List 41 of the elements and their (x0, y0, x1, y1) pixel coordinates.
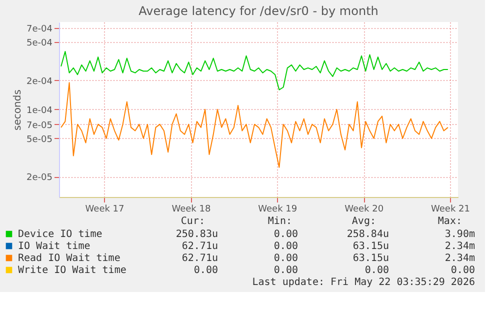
x-tick-label: Week 20 (344, 204, 384, 214)
y-tick-label: 2e-04 (26, 76, 53, 87)
legend-label: Write IO Wait time (18, 265, 126, 276)
y-tick-label: 5e-04 (26, 38, 53, 49)
text: 63.15u (352, 253, 389, 264)
text: 62.71u (182, 253, 218, 264)
text: 0.00 (194, 265, 218, 276)
legend-label: Read IO Wait time (18, 253, 120, 264)
legend-label: IO Wait time (18, 241, 90, 252)
text: 250.83u (176, 229, 218, 240)
text: 63.15u (352, 241, 389, 252)
y-tick-label: 7e-04 (26, 24, 53, 35)
text: 0.00 (274, 241, 298, 252)
x-tick-label: Week 17 (85, 204, 124, 214)
text: Max: (438, 216, 462, 227)
line-series (60, 82, 448, 168)
text: 2.34m (444, 253, 475, 264)
text: Min: (268, 216, 292, 227)
text: 0.00 (274, 265, 298, 276)
text: Cur: (180, 216, 205, 227)
text: 0.00 (274, 229, 298, 240)
x-tick-label: Week 18 (172, 204, 211, 214)
text: 2.34m (444, 241, 475, 252)
line-series (60, 50, 448, 90)
y-tick-label: 2e-05 (26, 173, 52, 184)
y-axis-title: seconds (12, 90, 24, 130)
x-tick-label: Week 21 (430, 204, 470, 214)
legend-label: Device IO time (18, 229, 102, 240)
y-tick-label: 5e-05 (26, 134, 52, 145)
y-tick-label: 7e-05 (26, 120, 52, 131)
text: 62.71u (182, 241, 218, 252)
text: 0.00 (450, 265, 475, 276)
text: 0.00 (274, 253, 298, 264)
x-tick-label: Week 19 (258, 204, 298, 214)
text: Avg: (352, 216, 376, 227)
text: 0.00 (364, 265, 389, 276)
text: Last update: Fri May 22 03:35:29 2026 (252, 277, 475, 288)
text: 3.90m (444, 229, 475, 240)
chart-title: Average latency for /dev/sr0 - by month (138, 4, 378, 18)
text: 258.84u (346, 229, 389, 240)
y-tick-label: 1e-04 (26, 106, 53, 116)
